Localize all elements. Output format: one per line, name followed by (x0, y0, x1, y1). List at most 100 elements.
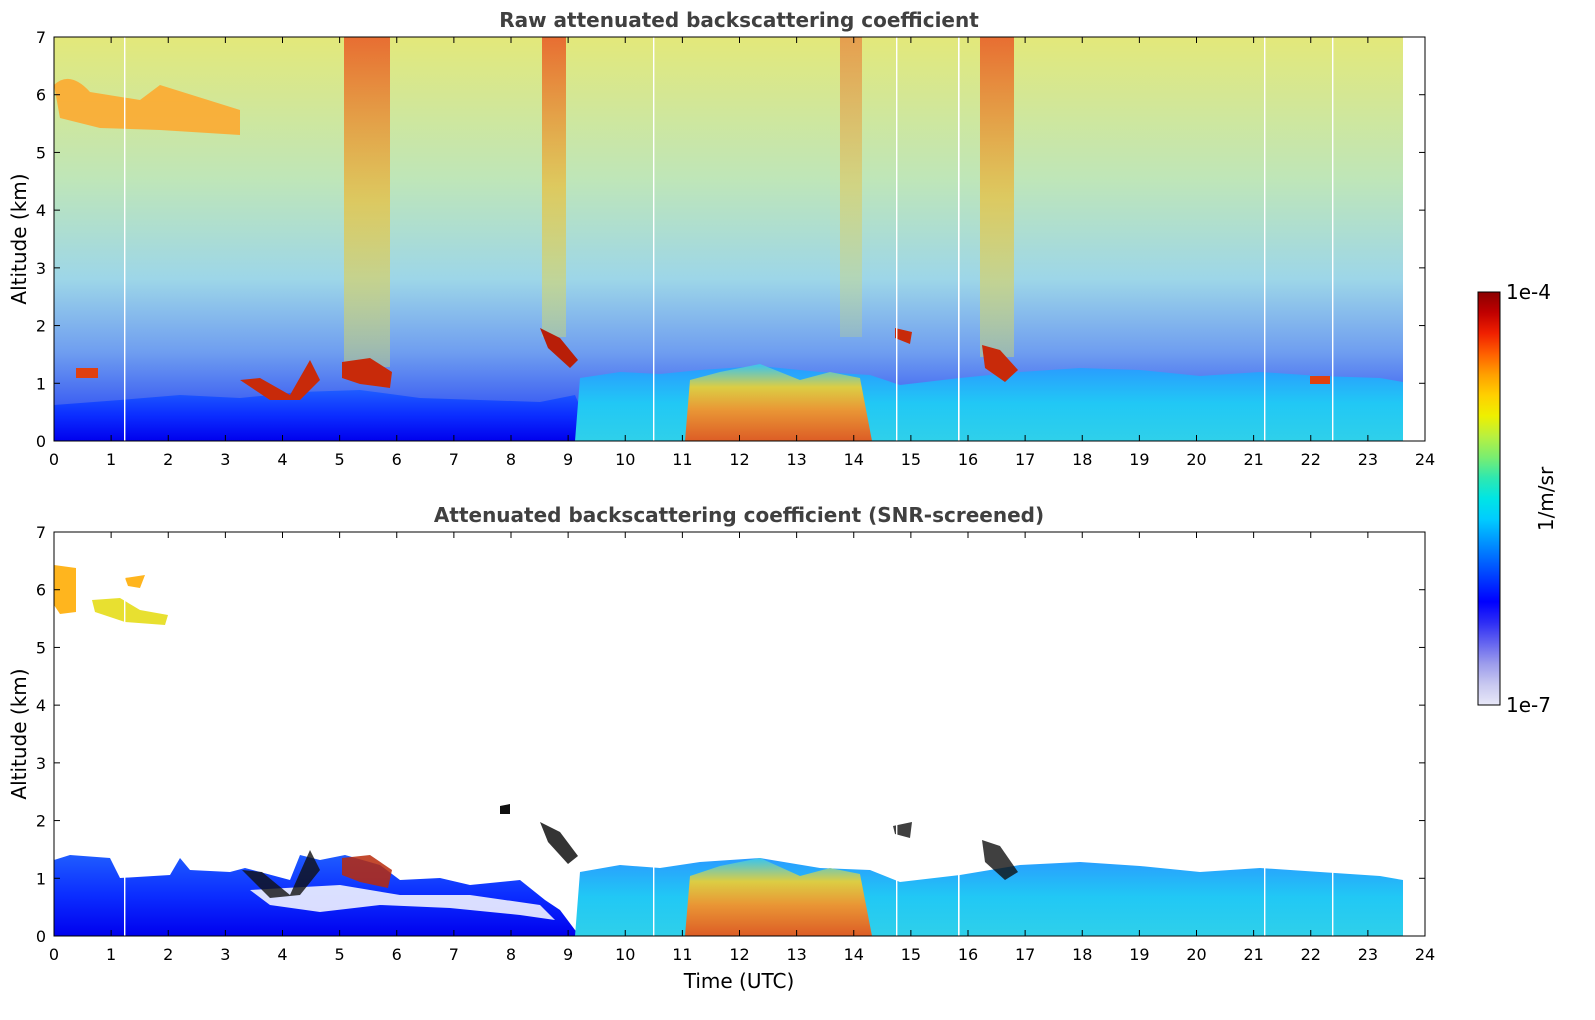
top-x-tick-label: 14 (844, 450, 864, 469)
bottom-x-tick-label: 17 (1015, 945, 1035, 964)
top-x-tick-label: 10 (615, 450, 635, 469)
bottom-x-tick-label: 1 (106, 945, 116, 964)
top-y-tick-label: 0 (36, 432, 46, 451)
top-heatmap (54, 37, 1403, 441)
bottom-x-tick-label: 22 (1301, 945, 1321, 964)
top-x-tick-label: 17 (1015, 450, 1035, 469)
top-x-tick-label: 6 (392, 450, 402, 469)
top-x-tick-label: 22 (1301, 450, 1321, 469)
bottom-cloud-patch-2 (92, 598, 168, 625)
bottom-chart-title: Attenuated backscattering coefficient (S… (434, 503, 1044, 527)
colorbar-min-label: 1e-7 (1506, 693, 1551, 717)
top-gap-4 (958, 37, 960, 441)
top-x-tick-label: 1 (106, 450, 116, 469)
bottom-gap-4 (958, 532, 960, 936)
top-y-tick-label: 7 (36, 28, 46, 47)
bottom-cloud-patch-1 (54, 565, 76, 614)
bottom-x-tick-label: 6 (392, 945, 402, 964)
top-gap-6 (1332, 37, 1334, 441)
bottom-x-tick-label: 13 (786, 945, 806, 964)
top-cloud-patch-2 (342, 358, 392, 388)
bottom-x-tick-label: 0 (49, 945, 59, 964)
bottom-y-tick-label: 3 (36, 754, 46, 773)
top-x-tick-label: 24 (1415, 450, 1435, 469)
bottom-x-tick-label: 15 (901, 945, 921, 964)
colorbar: 1e-4 1e-7 1/m/sr (1477, 280, 1558, 717)
bottom-gap-3 (896, 532, 898, 936)
top-y-tick-label: 6 (36, 86, 46, 105)
top-x-axis: 0 1 2 3 4 5 6 7 8 9 10 11 12 13 14 15 16 17 18 19 20 21 22 23 24 (49, 37, 1435, 469)
top-cloud-band (54, 78, 240, 135)
bottom-x-tick-label: 20 (1186, 945, 1206, 964)
top-gap-2 (653, 37, 655, 441)
bottom-gap-2 (653, 532, 655, 936)
bottom-y-tick-label: 7 (36, 523, 46, 542)
top-x-tick-label: 19 (1129, 450, 1149, 469)
bottom-gap-6 (1332, 532, 1334, 936)
bottom-x-tick-label: 24 (1415, 945, 1435, 964)
top-precip-column-2 (542, 37, 566, 337)
bottom-x-tick-label: 7 (449, 945, 459, 964)
top-cloud-patch-4 (982, 345, 1018, 382)
top-cloud-patch-7 (1310, 376, 1330, 384)
bottom-y-tick-label: 0 (36, 927, 46, 946)
bottom-heatmap (54, 532, 1403, 936)
bottom-gap-5 (1264, 532, 1266, 936)
top-x-tick-label: 23 (1358, 450, 1378, 469)
colorbar-units-label: 1/m/sr (1534, 466, 1558, 531)
x-axis-label: Time (UTC) (683, 969, 795, 993)
top-x-tick-label: 9 (563, 450, 573, 469)
bottom-x-tick-label: 19 (1129, 945, 1149, 964)
colorbar-max-label: 1e-4 (1506, 280, 1551, 304)
top-x-tick-label: 3 (220, 450, 230, 469)
bottom-y-tick-label: 6 (36, 581, 46, 600)
bottom-y-axis-label: Altitude (km) (7, 668, 31, 799)
top-x-tick-label: 21 (1243, 450, 1263, 469)
top-gap-1 (124, 37, 126, 441)
bottom-convective-layer (685, 858, 872, 936)
top-cloud-patch-3 (540, 328, 578, 368)
bottom-y-axis: 0 1 2 3 4 5 6 7 (36, 523, 1425, 946)
bottom-y-tick-label: 5 (36, 638, 46, 657)
top-y-axis: 0 1 2 3 4 5 6 7 (36, 28, 1425, 451)
top-boundary-layer (54, 390, 595, 441)
bottom-y-tick-label: 1 (36, 869, 46, 888)
bottom-dark-patch-1 (242, 850, 320, 898)
bottom-x-tick-label: 5 (335, 945, 345, 964)
bottom-panel: Attenuated backscattering coefficient (S… (7, 503, 1435, 993)
colorbar-gradient (1477, 291, 1501, 706)
top-panel: Raw attenuated backscattering coefficien… (7, 8, 1435, 469)
top-y-axis-label: Altitude (km) (7, 173, 31, 304)
bottom-dark-patch-5 (893, 822, 912, 838)
bottom-x-tick-label: 23 (1358, 945, 1378, 964)
top-y-tick-label: 2 (36, 317, 46, 336)
top-x-tick-label: 0 (49, 450, 59, 469)
top-chart-title: Raw attenuated backscattering coefficien… (499, 8, 979, 32)
bottom-x-tick-label: 8 (506, 945, 516, 964)
top-convective-layer (685, 364, 872, 441)
bottom-y-tick-label: 4 (36, 696, 46, 715)
top-x-tick-label: 4 (277, 450, 287, 469)
bottom-gap-1 (124, 532, 126, 936)
top-x-tick-label: 20 (1186, 450, 1206, 469)
bottom-x-tick-label: 9 (563, 945, 573, 964)
bottom-dark-patch-2 (342, 855, 392, 888)
top-y-tick-label: 3 (36, 259, 46, 278)
top-cloud-patch-6 (76, 368, 98, 378)
top-gap-3 (896, 37, 898, 441)
top-cloud-patch-5 (895, 328, 912, 344)
top-precip-column-4 (980, 37, 1014, 357)
top-x-tick-label: 12 (729, 450, 749, 469)
bottom-cloud-patch-3 (125, 575, 145, 588)
bottom-x-tick-label: 2 (163, 945, 173, 964)
bottom-dark-patch-3 (540, 822, 578, 864)
top-x-tick-label: 15 (901, 450, 921, 469)
top-x-tick-label: 2 (163, 450, 173, 469)
top-cloud-patch-1 (240, 360, 320, 400)
top-precip-column-3 (840, 37, 862, 337)
bottom-x-tick-label: 14 (844, 945, 864, 964)
top-x-tick-label: 8 (506, 450, 516, 469)
bottom-x-tick-label: 3 (220, 945, 230, 964)
bottom-x-tick-label: 4 (277, 945, 287, 964)
